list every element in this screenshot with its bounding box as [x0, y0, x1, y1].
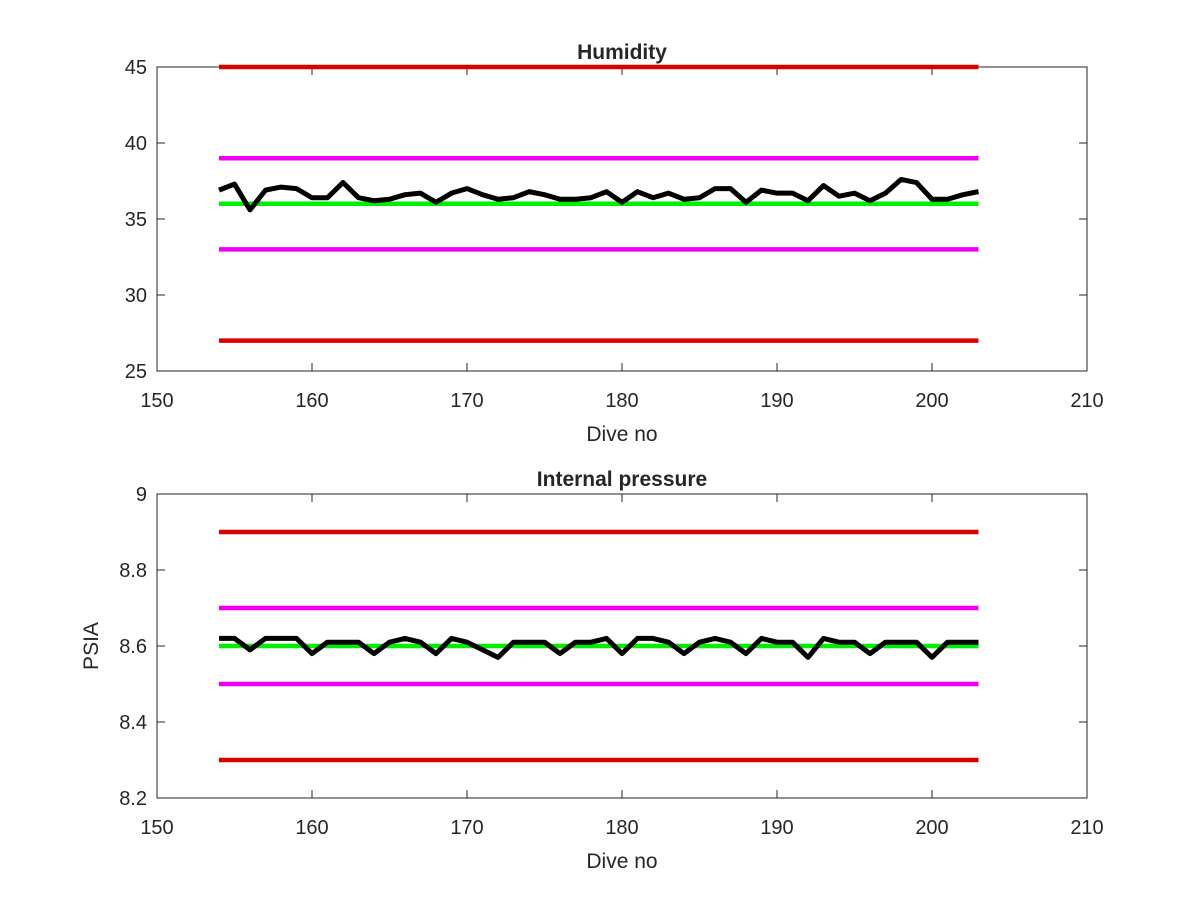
y-tick-label: 8.6 [119, 636, 147, 658]
y-axis-label: PSIA [80, 622, 103, 670]
x-tick-label: 180 [605, 390, 638, 412]
y-tick-label: 9 [136, 484, 147, 506]
x-tick-label: 170 [450, 390, 483, 412]
x-axis-label: Dive no [586, 423, 657, 446]
plot-area [156, 66, 1088, 372]
x-tick-label: 180 [605, 817, 638, 839]
internal-pressure-chart-panel: 150 160 170 180 190 200 210 8.2 8.4 8.6 8.8 9 Intern… [80, 468, 1104, 873]
x-tick-label: 160 [295, 817, 328, 839]
humidity-chart-panel: 150 160 170 180 190 200 210 25 30 35 40 45 Humidity D… [125, 41, 1104, 446]
x-tick-label: 190 [760, 817, 793, 839]
x-tick-label: 190 [760, 390, 793, 412]
x-tick-label: 150 [140, 390, 173, 412]
y-tick-label: 35 [125, 209, 147, 231]
series-line-measured [219, 635, 979, 660]
x-tick-label: 170 [450, 817, 483, 839]
y-tick-label: 8.2 [119, 788, 147, 810]
x-tick-label: 200 [915, 817, 948, 839]
y-tick-label: 40 [125, 133, 147, 155]
chart-title: Humidity [577, 41, 667, 64]
x-tick-label: 200 [915, 390, 948, 412]
y-tick-label: 45 [125, 57, 147, 79]
series-line-measured [218, 176, 979, 213]
x-axis-label: Dive no [586, 850, 657, 873]
x-tick-label: 210 [1070, 390, 1103, 412]
chart-title: Internal pressure [537, 468, 707, 491]
y-tick-label: 8.4 [119, 712, 147, 734]
x-tick-label: 150 [140, 817, 173, 839]
y-tick-label: 25 [125, 361, 147, 383]
y-tick-label: 30 [125, 285, 147, 307]
x-tick-label: 210 [1070, 817, 1103, 839]
x-tick-label: 160 [295, 390, 328, 412]
y-tick-label: 8.8 [119, 560, 147, 582]
